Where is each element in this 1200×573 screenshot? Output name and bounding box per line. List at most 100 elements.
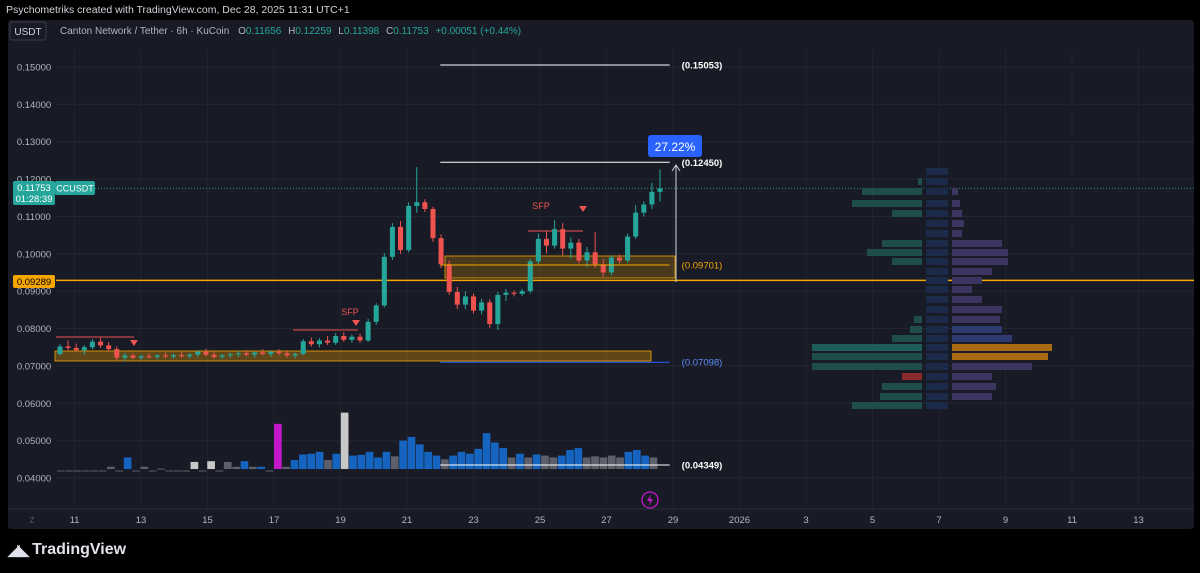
candle — [535, 233, 541, 265]
candle-body — [381, 256, 387, 306]
candle-body — [98, 341, 104, 346]
candle — [235, 350, 241, 357]
author-credit: Psychometriks created with TradingView.c… — [6, 4, 350, 16]
candle-body — [495, 294, 501, 325]
candle-body — [187, 354, 193, 357]
candle — [649, 182, 655, 209]
candle-body — [276, 351, 282, 354]
chart-panel[interactable]: USDT Canton Network / Tether · 6h · KuCo… — [8, 20, 1194, 529]
tradingview-logo[interactable]: ◢◣ TradingView — [8, 541, 126, 559]
candle-body — [260, 352, 266, 354]
candle-body — [552, 229, 558, 246]
volume-bar — [407, 436, 416, 470]
close-label: C — [386, 26, 393, 37]
percent-badge — [648, 135, 702, 157]
volume-bar — [182, 470, 190, 472]
candle — [657, 169, 663, 202]
candle — [219, 353, 225, 360]
volume-bar — [365, 451, 374, 470]
depth-row — [914, 316, 1000, 323]
candle — [398, 220, 404, 254]
currency-button-label[interactable]: USDT — [14, 27, 41, 38]
candle — [195, 350, 201, 357]
candle-body — [568, 242, 574, 249]
depth-price-cell — [926, 316, 948, 323]
candle — [454, 286, 460, 310]
volume-bar — [132, 470, 140, 472]
depth-row — [926, 286, 972, 293]
candle-body — [130, 355, 136, 358]
candle — [114, 346, 120, 361]
fib-level-label: (0.15053) — [682, 61, 723, 72]
candle-body — [560, 229, 566, 249]
volume-bar — [649, 457, 658, 470]
depth-price-cell — [926, 277, 948, 284]
candle — [446, 260, 452, 295]
volume-bar — [190, 461, 199, 470]
volume-bar — [274, 423, 282, 470]
depth-ask-bar — [952, 286, 972, 293]
candle-body — [179, 355, 185, 357]
depth-ask-bar — [952, 344, 1052, 351]
y-tick-label: 0.14000 — [17, 100, 51, 111]
x-tick-label: 9 — [1003, 515, 1008, 526]
candle — [568, 237, 574, 259]
candle-body — [89, 341, 95, 348]
depth-row — [892, 210, 962, 217]
depth-bid-bar — [880, 393, 922, 400]
candle-body — [341, 336, 347, 340]
depth-bid-bar — [852, 200, 922, 207]
candle — [154, 353, 160, 360]
candle-body — [365, 321, 371, 341]
candle-body — [519, 291, 525, 294]
depth-price-cell — [926, 178, 948, 185]
depth-bid-bar — [914, 316, 922, 323]
volume-bar — [599, 457, 608, 470]
y-tick-label: 0.08000 — [17, 324, 51, 335]
y-tick-label: 0.07000 — [17, 361, 51, 372]
depth-price-cell — [926, 402, 948, 409]
zones — [54, 230, 676, 362]
candle-body — [300, 341, 306, 354]
depth-price-cell — [926, 393, 948, 400]
zoom-z-label: Z — [30, 516, 35, 525]
candle-body — [592, 252, 598, 265]
volume-bar — [349, 455, 357, 470]
price-chart[interactable]: USDT Canton Network / Tether · 6h · KuCo… — [8, 20, 1194, 529]
candle — [81, 344, 87, 355]
flash-icon[interactable] — [641, 491, 659, 509]
candle-body — [106, 345, 112, 350]
candle — [552, 220, 558, 249]
footer — [0, 530, 1200, 573]
currency-button[interactable] — [9, 21, 47, 41]
down-marker-3 — [579, 206, 587, 212]
zoom-z-button[interactable] — [26, 512, 38, 526]
volume-bar — [499, 448, 508, 470]
candle-body — [114, 349, 120, 358]
candle — [625, 233, 631, 263]
sfp-label-1: SFP — [341, 307, 359, 317]
candle-body — [600, 264, 606, 273]
candle-body — [633, 212, 639, 237]
low-value: 0.11398 — [344, 26, 380, 37]
x-tick-label: 21 — [402, 515, 413, 526]
change-value: +0.00051 (+0.44%) — [435, 26, 521, 37]
candle — [373, 303, 379, 325]
candle-body — [446, 264, 452, 292]
volume-bar — [82, 470, 90, 472]
last-price-value: 0.11753 — [17, 183, 51, 194]
depth-ask-bar — [952, 230, 962, 237]
candle-body — [649, 191, 655, 205]
volume-bar — [65, 470, 74, 472]
volume-bar — [198, 470, 207, 472]
support-price-tag — [13, 275, 55, 288]
volume-bar — [232, 466, 240, 470]
depth-row — [852, 402, 948, 409]
candle — [98, 337, 104, 348]
candle-body — [284, 353, 290, 356]
volume-bar — [73, 470, 82, 472]
demand-zone-upper — [444, 255, 676, 279]
tradingview-wordmark: TradingView — [32, 541, 127, 558]
volume-bar — [482, 433, 491, 470]
candle — [527, 259, 533, 294]
